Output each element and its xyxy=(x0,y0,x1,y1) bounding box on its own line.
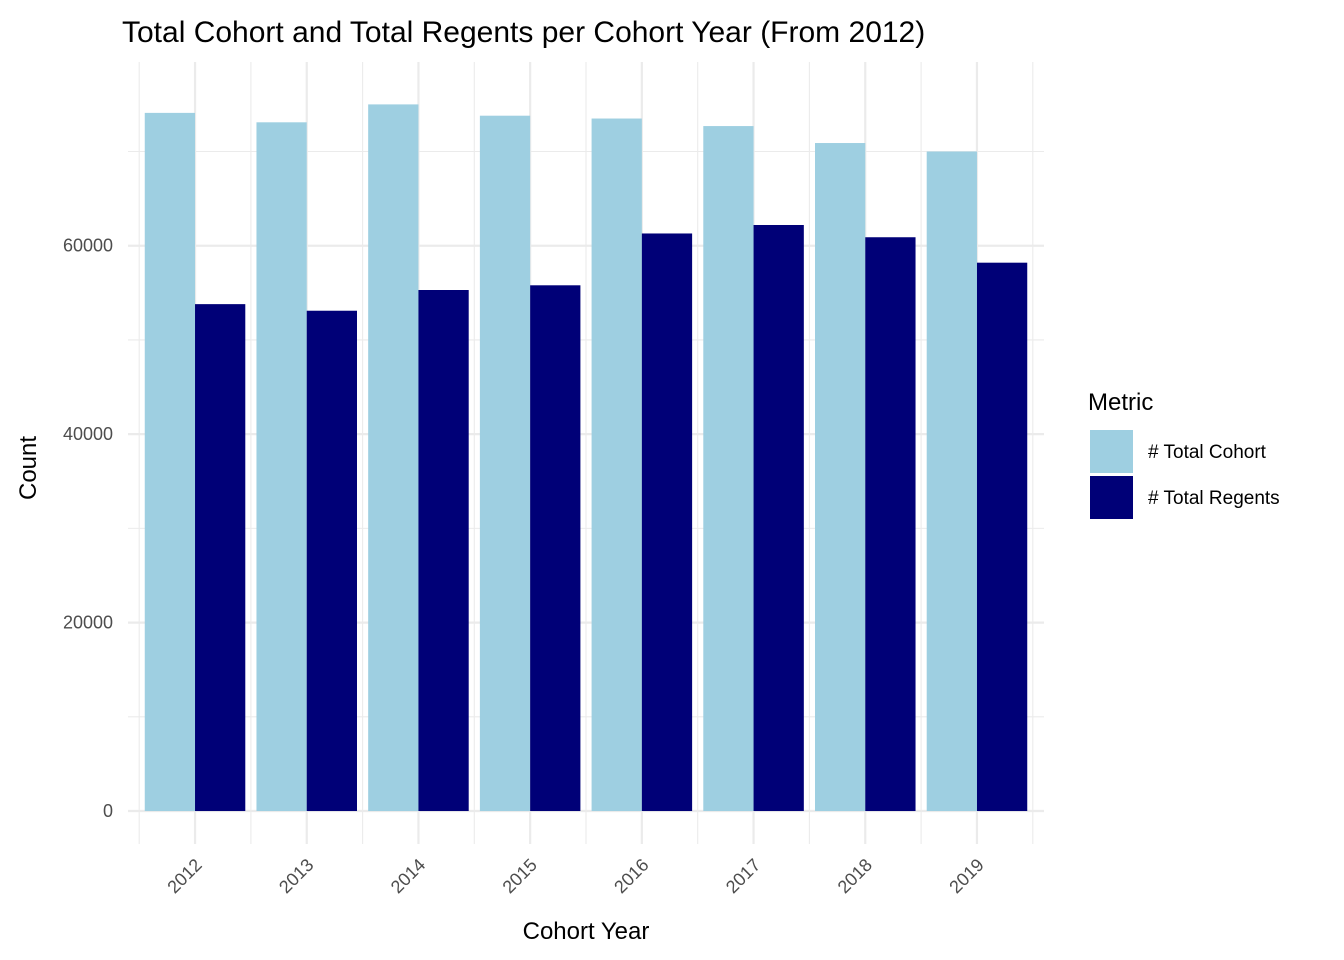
x-tick-label: 2017 xyxy=(722,855,764,897)
legend-label-total-cohort: # Total Cohort xyxy=(1148,442,1267,463)
legend-label-total-regents: # Total Regents xyxy=(1148,488,1280,509)
y-axis-ticks: 0 20000 40000 60000 xyxy=(63,236,113,821)
bar-total-regents-2013 xyxy=(306,310,357,812)
x-tick-label: 2014 xyxy=(387,855,429,897)
bar-total-cohort-2013 xyxy=(256,122,307,812)
x-tick-label: 2012 xyxy=(163,855,205,897)
bar-total-cohort-2017 xyxy=(703,126,754,812)
bar-total-regents-2016 xyxy=(641,233,693,812)
y-axis-title: Count xyxy=(15,436,42,500)
x-tick-label: 2016 xyxy=(610,855,652,897)
bar-total-regents-2014 xyxy=(418,290,469,812)
chart-title: Total Cohort and Total Regents per Cohor… xyxy=(122,16,925,49)
bar-total-regents-2012 xyxy=(195,304,246,812)
bar-total-regents-2019 xyxy=(976,262,1028,812)
bar-total-regents-2018 xyxy=(865,237,916,812)
legend-items: # Total Cohort # Total Regents xyxy=(1090,430,1280,519)
x-tick-label: 2015 xyxy=(499,855,541,897)
y-tick-label: 60000 xyxy=(63,236,113,256)
y-tick-label: 0 xyxy=(103,801,113,821)
legend-key-total-cohort xyxy=(1090,430,1133,473)
bars xyxy=(144,104,1028,812)
legend-title: Metric xyxy=(1088,389,1153,416)
bar-total-cohort-2014 xyxy=(368,104,419,812)
bar-total-cohort-2012 xyxy=(144,112,196,812)
x-axis-title: Cohort Year xyxy=(523,918,650,945)
bar-total-regents-2017 xyxy=(753,224,804,812)
y-tick-label: 40000 xyxy=(63,424,113,444)
x-tick-label: 2018 xyxy=(834,855,876,897)
x-tick-label: 2013 xyxy=(275,855,317,897)
bar-total-cohort-2019 xyxy=(926,151,977,812)
bar-total-cohort-2018 xyxy=(815,143,866,812)
y-tick-label: 20000 xyxy=(63,613,113,633)
bar-total-cohort-2016 xyxy=(591,118,642,812)
legend-key-total-regents xyxy=(1090,476,1133,519)
bar-total-cohort-2015 xyxy=(479,115,531,812)
x-tick-label: 2019 xyxy=(945,855,987,897)
x-axis-ticks: 2012 2013 2014 2015 2016 2017 2018 2019 xyxy=(163,855,987,897)
legend: Metric # Total Cohort # Total Regents xyxy=(1088,389,1280,519)
bar-total-regents-2015 xyxy=(530,285,581,812)
